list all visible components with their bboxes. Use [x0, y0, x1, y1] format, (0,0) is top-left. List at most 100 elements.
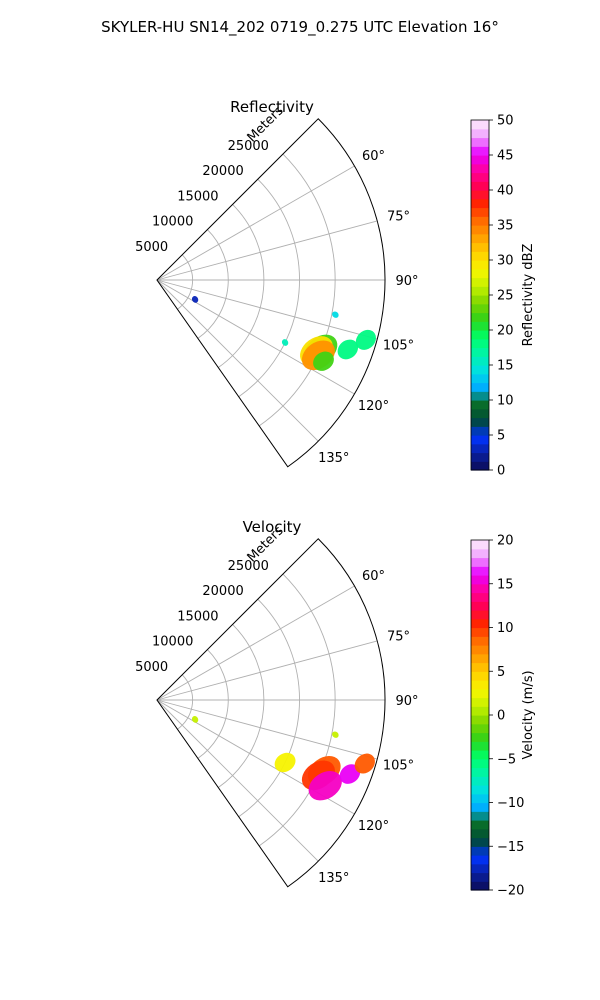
- echo-point: [337, 339, 359, 360]
- colorbar-swatch: [471, 785, 489, 795]
- grid-arc: [218, 204, 265, 368]
- grid-spoke: [156, 699, 319, 862]
- azimuth-tick-label: 105°: [383, 339, 414, 354]
- azimuth-tick-label: 120°: [358, 819, 389, 834]
- grid-arc: [177, 674, 194, 730]
- grid-arc: [238, 178, 300, 398]
- azimuth-tick-label: 120°: [358, 399, 389, 414]
- grid-spoke: [156, 699, 378, 760]
- colorbar-tick-label: 25: [497, 289, 514, 304]
- colorbar-swatch: [471, 723, 489, 734]
- colorbar-tick-label: 5: [497, 429, 505, 444]
- grid-arc: [177, 254, 194, 310]
- colorbar-swatch: [471, 548, 489, 559]
- colorbar-swatch: [471, 793, 489, 804]
- colorbar-swatch: [471, 128, 489, 139]
- colorbar-swatch: [471, 706, 489, 716]
- radial-tick-label: 25000: [228, 139, 269, 154]
- colorbar-swatch: [471, 408, 489, 419]
- colorbar-swatch: [471, 225, 489, 235]
- colorbar-swatch: [471, 820, 489, 830]
- colorbar: 0 5 10 15 20 25 30 35 40 45 50 Reflectivity dBZ: [470, 114, 536, 479]
- colorbar-tick-label: 5: [497, 665, 505, 680]
- echo-point: [274, 752, 296, 773]
- colorbar-swatch: [471, 653, 489, 664]
- colorbar-swatch: [471, 146, 489, 156]
- echo-point: [355, 329, 376, 350]
- grid-spoke: [156, 165, 355, 281]
- echo-point: [191, 296, 199, 303]
- colorbar-swatch: [471, 391, 489, 401]
- echo-point: [339, 764, 361, 784]
- colorbar-swatch: [471, 338, 489, 349]
- grid-arc: [218, 624, 265, 788]
- colorbar-swatch: [471, 575, 489, 585]
- colorbar-swatch: [471, 137, 489, 147]
- grid-spoke: [156, 585, 355, 701]
- sector-outline: [156, 118, 386, 468]
- colorbar-tick-label: 20: [497, 324, 514, 339]
- colorbar-swatch: [471, 592, 489, 602]
- grid-arc: [197, 229, 229, 339]
- radial-tick-label: 15000: [177, 189, 218, 204]
- colorbar-tick-label: 10: [497, 621, 514, 636]
- colorbar-swatch: [471, 435, 489, 445]
- colorbar-swatch: [471, 566, 489, 576]
- radial-tick-label: 25000: [228, 559, 269, 574]
- colorbar-swatch: [471, 776, 489, 786]
- colorbar-tick-label: −20: [497, 884, 524, 899]
- echo-field: [191, 296, 376, 371]
- colorbar-swatch: [471, 303, 489, 314]
- colorbar-swatch: [471, 426, 489, 436]
- colorbar-label: Reflectivity dBZ: [521, 244, 536, 347]
- azimuth-tick-label: 90°: [395, 694, 418, 709]
- figure-suptitle: SKYLER-HU SN14_202 0719_0.275 UTC Elevat…: [101, 18, 499, 37]
- colorbar-tick-label: 45: [497, 149, 514, 164]
- colorbar-swatch: [471, 855, 489, 865]
- colorbar-swatch: [471, 277, 489, 287]
- colorbar-swatch: [471, 662, 489, 672]
- colorbar: −20 −15 −10 −5 0 5 10 15 20 Velocity (m/s): [470, 534, 536, 899]
- colorbar-swatch: [471, 251, 489, 261]
- grid-arc: [197, 649, 229, 759]
- azimuth-tick-label: 105°: [383, 759, 414, 774]
- colorbar-swatch: [471, 190, 489, 200]
- grid-spoke: [156, 220, 378, 281]
- colorbar-tick-label: −10: [497, 796, 524, 811]
- colorbar-swatch: [471, 732, 489, 742]
- colorbar-swatch: [471, 120, 489, 130]
- colorbar-swatch: [471, 400, 489, 410]
- grid-spoke: [156, 279, 319, 442]
- colorbar-swatch: [471, 452, 489, 462]
- echo-point: [308, 771, 342, 801]
- colorbar-swatch: [471, 242, 489, 252]
- colorbar-swatch: [471, 846, 489, 856]
- colorbar-swatch: [471, 671, 489, 681]
- colorbar-swatch: [471, 461, 489, 471]
- colorbar-swatch: [471, 767, 489, 777]
- colorbar-swatch: [471, 181, 489, 191]
- grid-spoke: [156, 279, 378, 340]
- colorbar-swatch: [471, 688, 489, 699]
- colorbar-swatch: [471, 330, 489, 340]
- azimuth-tick-label: 60°: [362, 149, 385, 164]
- colorbar-swatch: [471, 540, 489, 550]
- colorbar-swatch: [471, 172, 489, 182]
- radial-tick-label: 10000: [152, 215, 193, 230]
- panel-title: Velocity: [243, 518, 302, 536]
- colorbar-swatch: [471, 583, 489, 594]
- grid-spoke: [156, 640, 378, 701]
- colorbar-tick-label: 0: [497, 464, 505, 479]
- radial-tick-label: 20000: [202, 164, 243, 179]
- polar-panel-velocity: Velocity500010000150002000025000Meters60…: [135, 518, 536, 899]
- colorbar-swatch: [471, 601, 489, 611]
- colorbar-swatch: [471, 260, 489, 270]
- colorbar-tick-label: 10: [497, 394, 514, 409]
- colorbar-tick-label: −15: [497, 840, 524, 855]
- colorbar-swatch: [471, 758, 489, 769]
- colorbar-swatch: [471, 697, 489, 707]
- colorbar-swatch: [471, 268, 489, 279]
- colorbar-swatch: [471, 863, 489, 874]
- grid-arc: [258, 153, 336, 427]
